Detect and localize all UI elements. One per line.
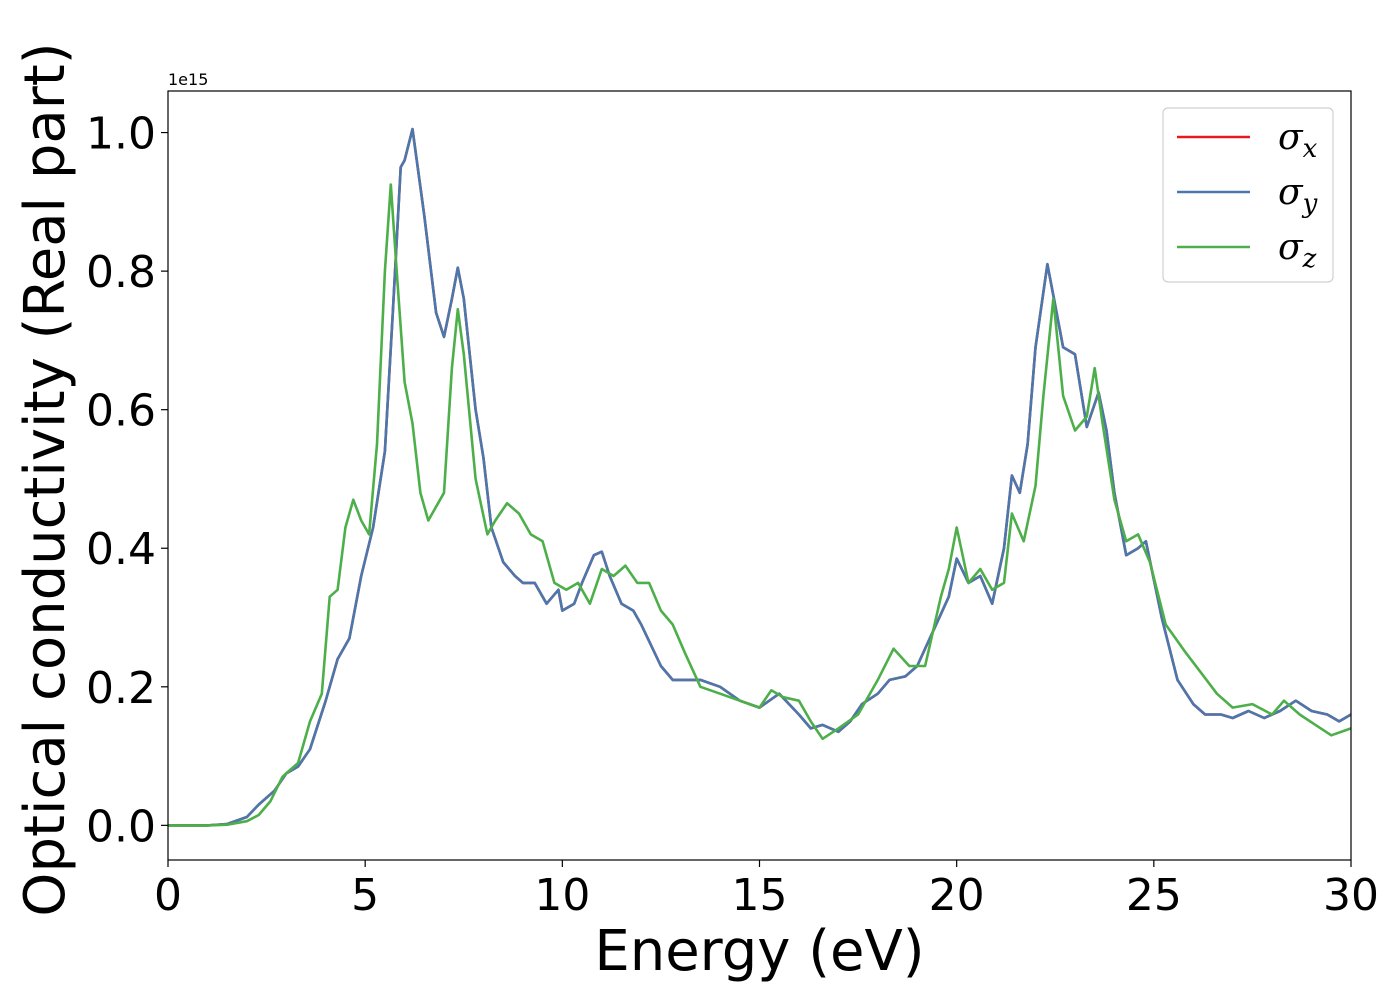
y-tick-label: 0.8	[86, 247, 156, 298]
legend-symbol: σ	[1278, 117, 1304, 158]
x-tick-label: 15	[732, 870, 788, 921]
y-tick-label: 0.0	[86, 801, 156, 852]
y-tick-label: 0.6	[86, 386, 156, 437]
legend-subscript: y	[1302, 189, 1318, 219]
y-axis-title: Optical conductivity (Real part)	[13, 42, 78, 916]
legend-subscript: x	[1303, 134, 1318, 164]
x-axis-title: Energy (eV)	[594, 919, 924, 984]
x-tick-label: 30	[1323, 870, 1379, 921]
x-tick-label: 20	[929, 870, 985, 921]
legend-symbol: σ	[1278, 172, 1304, 213]
x-axis-ticks: 0 5 10 15 20 25 30	[154, 860, 1379, 921]
legend-subscript: z	[1302, 244, 1317, 274]
y-offset-label: 1e15	[168, 70, 208, 89]
y-tick-label: 0.2	[86, 663, 156, 714]
x-tick-label: 5	[351, 870, 379, 921]
legend-box	[1162, 107, 1334, 283]
legend-symbol: σ	[1278, 227, 1304, 268]
x-tick-label: 10	[534, 870, 590, 921]
y-tick-label: 1.0	[86, 109, 156, 160]
legend-label-y: σy	[1278, 172, 1318, 219]
x-tick-label: 25	[1126, 870, 1182, 921]
legend-label-x: σx	[1278, 117, 1318, 164]
series-layer	[168, 127, 1351, 827]
x-tick-label: 0	[154, 870, 182, 921]
series-line-z	[168, 183, 1351, 827]
y-axis-ticks: 0.0 0.2 0.4 0.6 0.8 1.0	[86, 109, 168, 852]
legend-label-z: σz	[1278, 227, 1317, 274]
y-tick-label: 0.4	[86, 524, 156, 575]
